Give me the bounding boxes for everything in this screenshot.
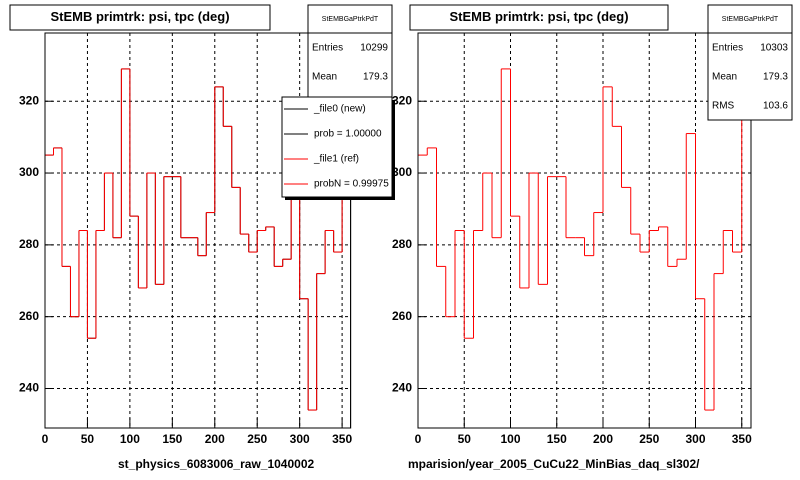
x-tick-label: 150 — [162, 432, 182, 446]
y-tick-label: 320 — [392, 93, 412, 107]
stats-box — [707, 4, 793, 121]
legend-note: prob = 1.00000 — [314, 129, 382, 140]
plot-border — [417, 32, 752, 429]
y-tick-label: 320 — [19, 93, 39, 107]
stats-title: StEMBGaPtrkPdT — [322, 16, 379, 23]
y-tick-label: 240 — [19, 381, 39, 395]
y-tick-label: 280 — [392, 237, 412, 251]
stats-label: Mean — [712, 72, 737, 83]
y-tick-label: 300 — [392, 165, 412, 179]
stats-label: Mean — [312, 72, 337, 83]
plot-frame — [417, 32, 752, 429]
chart-title: StEMB primtrk: psi, tpc (deg) — [50, 9, 229, 24]
title-box — [409, 4, 669, 31]
title-box — [9, 4, 271, 31]
legend-entry: _file0 (new) — [313, 104, 366, 115]
stats-value: 179.3 — [763, 72, 788, 83]
stats-value: 179.3 — [363, 72, 388, 83]
y-tick-label: 300 — [19, 165, 39, 179]
stats-value: 10303 — [760, 43, 788, 54]
x-tick-label: 300 — [685, 432, 705, 446]
y-tick-label: 240 — [392, 381, 412, 395]
x-tick-label: 300 — [290, 432, 310, 446]
pad-footer: st_physics_6083006_raw_1040002 — [118, 457, 314, 471]
legend-box — [281, 96, 393, 198]
x-tick-label: 350 — [732, 432, 752, 446]
stats-label: Entries — [712, 43, 743, 54]
pad-footer: mparision/year_2005_CuCu22_MinBias_daq_s… — [408, 457, 700, 471]
x-tick-label: 200 — [593, 432, 613, 446]
plot-border — [44, 32, 352, 429]
x-tick-label: 200 — [205, 432, 225, 446]
chart-title: StEMB primtrk: psi, tpc (deg) — [449, 9, 628, 24]
x-tick-label: 150 — [547, 432, 567, 446]
stats-value: 10299 — [360, 43, 388, 54]
stats-label: RMS — [712, 101, 735, 112]
plot-frame — [44, 32, 352, 429]
x-tick-label: 350 — [332, 432, 352, 446]
stats-label: Entries — [312, 43, 343, 54]
y-tick-label: 260 — [392, 309, 412, 323]
x-tick-label: 50 — [458, 432, 472, 446]
x-tick-label: 0 — [415, 432, 422, 446]
y-tick-label: 260 — [19, 309, 39, 323]
y-tick-label: 280 — [19, 237, 39, 251]
x-tick-label: 250 — [639, 432, 659, 446]
x-tick-label: 250 — [247, 432, 267, 446]
legend-note: probN = 0.99975 — [314, 179, 389, 190]
x-tick-label: 100 — [120, 432, 140, 446]
stats-title: StEMBGaPtrkPdT — [722, 16, 779, 23]
x-tick-label: 100 — [500, 432, 520, 446]
x-tick-label: 0 — [42, 432, 49, 446]
stats-value: 103.6 — [763, 101, 788, 112]
x-tick-label: 50 — [81, 432, 95, 446]
legend-entry: _file1 (ref) — [313, 154, 359, 165]
